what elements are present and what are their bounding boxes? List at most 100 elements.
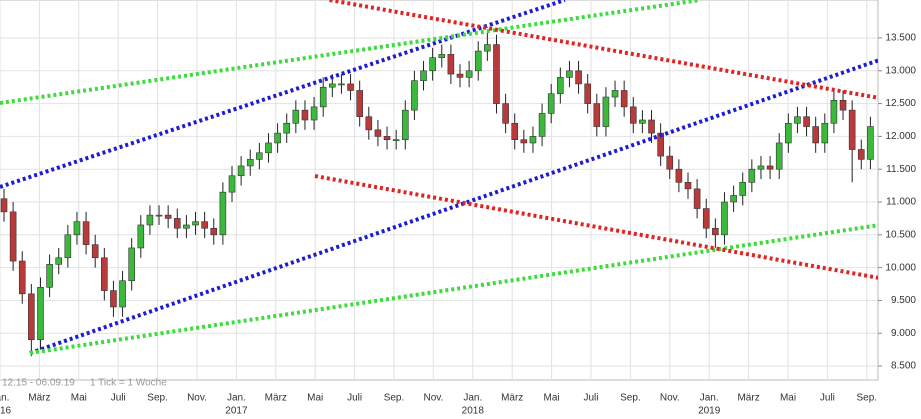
trend-line xyxy=(0,0,701,105)
y-tick-label: 9.000 xyxy=(891,328,916,339)
x-tick-label: Juli xyxy=(111,393,126,404)
x-tick-label: März xyxy=(501,393,523,404)
candle-body xyxy=(629,106,637,124)
candle-body xyxy=(292,109,300,124)
candle-body xyxy=(748,168,756,183)
candle-body xyxy=(794,116,801,124)
candle-body xyxy=(493,44,500,104)
candle-body xyxy=(256,152,263,160)
x-tick-label: Juli xyxy=(820,393,835,404)
candle-body xyxy=(228,175,236,193)
trend-line xyxy=(29,223,878,356)
footer-range: 12.15 - 06.09.19 xyxy=(2,378,75,389)
x-tick-label: März xyxy=(737,393,759,404)
x-tick-label: Sep. xyxy=(147,393,168,404)
candle-body xyxy=(611,90,619,98)
candle-body xyxy=(757,165,765,170)
candle-body xyxy=(301,109,309,121)
candle-body xyxy=(693,188,701,209)
candle-body xyxy=(520,139,528,144)
y-tick-label: 13.500 xyxy=(885,33,916,44)
candle-body xyxy=(356,90,363,118)
x-year-label: 2017 xyxy=(225,406,248,417)
candle-body xyxy=(55,257,63,265)
x-tick-label: März xyxy=(265,393,287,404)
candle-body xyxy=(155,214,163,217)
candle-body xyxy=(502,103,509,124)
candle-body xyxy=(785,122,792,144)
x-tick-label: Mai xyxy=(780,393,796,404)
candle-body xyxy=(246,159,254,167)
candle-body xyxy=(420,70,427,81)
candle-body xyxy=(219,191,227,236)
candles xyxy=(0,31,874,357)
x-tick-label: Sep. xyxy=(384,393,405,404)
axes: Jan. 2016 März Mai Juli Sep. Nov. Jan. 2017 März M… xyxy=(0,33,916,417)
candle-body xyxy=(712,227,719,236)
footer-tick: 1 Tick = 1 Woche xyxy=(90,378,167,389)
candle-body xyxy=(848,109,856,150)
candle-body xyxy=(310,106,318,121)
candle-body xyxy=(429,57,436,72)
candle-body xyxy=(775,142,783,170)
x-year-label: 2018 xyxy=(462,406,485,417)
y-tick-label: 11.000 xyxy=(886,197,916,208)
x-tick-label: Jan. xyxy=(227,393,246,404)
candle-body xyxy=(9,211,17,262)
x-tick-label: Sep. xyxy=(620,393,641,404)
x-tick-label: März xyxy=(28,393,50,404)
plot-area xyxy=(0,0,879,381)
candle-body xyxy=(283,122,291,134)
y-tick-label: 8.500 xyxy=(891,361,916,372)
candle-body xyxy=(721,201,728,236)
candle-body xyxy=(201,221,208,229)
candle-body xyxy=(73,221,81,236)
candle-body xyxy=(319,86,327,108)
candle-body xyxy=(164,214,172,219)
candle-body xyxy=(566,70,573,78)
y-tick-label: 12.500 xyxy=(885,98,916,109)
candle-body xyxy=(137,224,145,249)
x-tick-label: Nov. xyxy=(423,393,443,404)
candle-body xyxy=(867,126,874,160)
candle-body xyxy=(274,132,281,144)
trend-lines xyxy=(0,0,878,356)
candle-body xyxy=(648,119,655,134)
candle-body xyxy=(821,122,829,144)
x-tick-label: Mai xyxy=(71,393,87,404)
candle-body xyxy=(18,260,26,295)
candle-body xyxy=(803,116,810,127)
candle-body xyxy=(702,208,710,229)
x-tick-label: Jan. xyxy=(0,393,9,404)
candle-body xyxy=(183,224,190,229)
y-tick-label: 9.500 xyxy=(891,295,916,306)
candle-body xyxy=(538,113,546,137)
candle-body xyxy=(64,234,72,259)
x-tick-label: Sep. xyxy=(857,393,878,404)
y-tick-label: 10.500 xyxy=(885,229,916,240)
candle-body xyxy=(529,136,537,144)
candle-body xyxy=(173,218,181,229)
candle-body xyxy=(265,142,272,154)
x-tick-label: Mai xyxy=(544,393,560,404)
candle-body xyxy=(0,198,8,213)
candle-body xyxy=(101,257,108,291)
candle-body xyxy=(511,122,519,140)
candle-body xyxy=(347,83,354,91)
x-tick-label: Jan. xyxy=(700,393,719,404)
candle-body xyxy=(401,109,409,140)
x-tick-label: Nov. xyxy=(187,393,207,404)
x-tick-label: Jan. xyxy=(463,393,482,404)
candle-body xyxy=(91,244,99,259)
candle-body xyxy=(438,54,446,58)
x-tick-label: Juli xyxy=(347,393,362,404)
candle-body xyxy=(620,90,628,108)
candle-body xyxy=(639,119,646,124)
candle-body xyxy=(465,70,473,78)
candle-body xyxy=(392,139,400,141)
candle-body xyxy=(839,100,847,111)
candle-body xyxy=(46,264,53,288)
candle-body xyxy=(812,126,819,144)
candle-body xyxy=(739,182,747,196)
